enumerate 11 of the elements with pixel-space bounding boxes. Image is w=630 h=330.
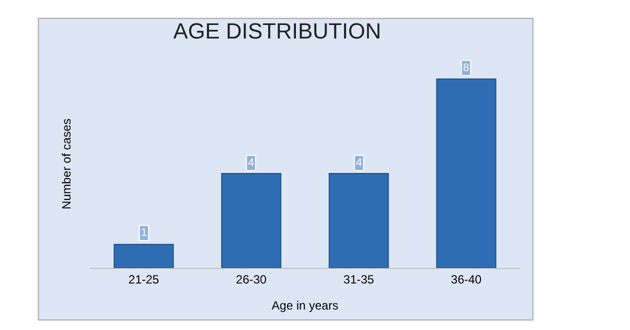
data-label: 4: [356, 157, 362, 169]
chart-title: AGE DISTRIBUTION: [173, 18, 382, 44]
x-tick-label: 31-35: [343, 272, 374, 286]
data-label: 1: [141, 227, 148, 239]
x-tick-label: 36-40: [450, 272, 482, 286]
y-axis-title: Number of cases: [59, 118, 74, 210]
data-label: 4: [248, 157, 254, 169]
x-tick-label: 21-25: [128, 272, 160, 286]
x-axis-title: Age in years: [272, 298, 338, 312]
data-label: 8: [463, 62, 470, 74]
x-tick-label: 26-30: [236, 272, 267, 286]
